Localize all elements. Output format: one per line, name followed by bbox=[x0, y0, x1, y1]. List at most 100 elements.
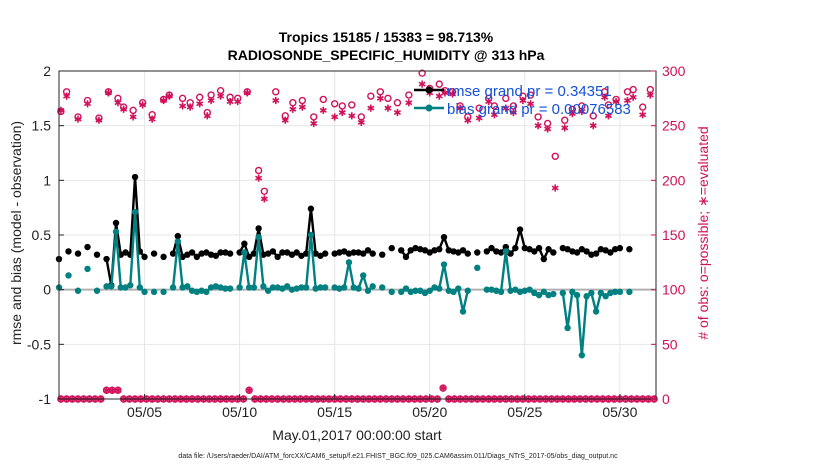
series-point-0 bbox=[226, 250, 234, 257]
series-point-1 bbox=[184, 283, 191, 290]
series-line-0 bbox=[486, 228, 555, 261]
obs-evaluated-point bbox=[114, 99, 122, 107]
obs-evaluated-point bbox=[319, 106, 327, 114]
obs-evaluated-point bbox=[475, 114, 483, 122]
legend: rmse grand pr = 0.34351 bias grand pr = … bbox=[414, 83, 631, 118]
series-point-0 bbox=[512, 244, 519, 252]
series-point-1 bbox=[421, 289, 429, 297]
series-point-0 bbox=[440, 233, 448, 241]
obs-star-stroke bbox=[139, 102, 147, 108]
series-point-1 bbox=[564, 324, 571, 332]
series-point-0 bbox=[274, 253, 281, 261]
series-point-0 bbox=[592, 250, 600, 257]
series-point-0 bbox=[279, 249, 286, 256]
series-point-0 bbox=[65, 248, 72, 255]
obs-evaluated-point bbox=[405, 99, 413, 107]
obs-evaluated-point bbox=[108, 386, 116, 394]
series-point-0 bbox=[516, 226, 524, 233]
series-point-0 bbox=[583, 248, 590, 255]
x-axis-label: May.01,2017 00:00:00 start bbox=[272, 427, 442, 443]
y-left-tick-label: 0 bbox=[43, 282, 51, 298]
series-point-0 bbox=[388, 244, 395, 252]
obs-evaluated-point bbox=[629, 93, 637, 101]
obs-evaluated-point bbox=[456, 104, 464, 112]
obs-star-stroke bbox=[74, 116, 82, 122]
obs-star-stroke bbox=[272, 98, 280, 104]
obs-evaluated-point bbox=[114, 386, 122, 394]
series-point-1 bbox=[626, 288, 633, 296]
series-point-1 bbox=[160, 288, 167, 296]
obs-star-stroke bbox=[129, 114, 137, 120]
obs-star-stroke bbox=[203, 113, 211, 119]
obs-star-stroke bbox=[245, 387, 253, 393]
series-point-0 bbox=[203, 249, 210, 256]
obs-possible-point bbox=[129, 106, 137, 115]
series-point-0 bbox=[245, 253, 253, 261]
x-tick-label: 05/15 bbox=[317, 404, 352, 420]
obs-star-stroke bbox=[160, 98, 168, 104]
obs-star-stroke bbox=[260, 196, 268, 202]
y-right-tick-label: 250 bbox=[662, 118, 686, 134]
obs-star-stroke bbox=[526, 101, 535, 107]
series-point-1 bbox=[222, 285, 229, 292]
series-point-0 bbox=[193, 253, 201, 261]
y-left-tick-label: 0.5 bbox=[32, 227, 52, 243]
series-point-0 bbox=[160, 253, 167, 261]
series-point-1 bbox=[355, 285, 362, 292]
series-point-1 bbox=[74, 287, 82, 294]
series-point-0 bbox=[616, 244, 624, 252]
series-point-0 bbox=[150, 250, 158, 257]
obs-star-stroke bbox=[95, 117, 103, 123]
series-point-1 bbox=[141, 288, 148, 296]
series-point-1 bbox=[122, 284, 129, 291]
obs-possible-point bbox=[178, 94, 187, 103]
series-point-0 bbox=[379, 251, 386, 258]
obs-evaluated-point bbox=[148, 115, 156, 123]
series-point-0 bbox=[264, 250, 272, 257]
y-right-tick-label: 300 bbox=[662, 63, 686, 79]
y-left-tick-label: 1 bbox=[43, 172, 51, 188]
series-point-1 bbox=[450, 288, 457, 296]
obs-star-stroke bbox=[485, 99, 493, 105]
series-point-0 bbox=[455, 249, 462, 256]
series-point-0 bbox=[269, 248, 277, 255]
series-point-1 bbox=[136, 284, 144, 291]
obs-possible-point bbox=[195, 93, 204, 101]
series-point-1 bbox=[360, 272, 367, 279]
obs-star-stroke bbox=[114, 387, 122, 393]
series-point-0 bbox=[184, 251, 191, 258]
obs-possible-point bbox=[435, 80, 443, 88]
series-point-0 bbox=[364, 247, 372, 254]
series-point-0 bbox=[298, 252, 305, 259]
obs-star-stroke bbox=[490, 112, 498, 118]
series-point-0 bbox=[402, 253, 410, 261]
obs-evaluated-point bbox=[526, 100, 535, 108]
obs-evaluated-point bbox=[179, 102, 187, 110]
obs-evaluated-point bbox=[509, 108, 517, 117]
obs-star-stroke bbox=[475, 115, 483, 121]
obs-evaluated-point bbox=[439, 384, 447, 392]
series-point-1 bbox=[84, 265, 91, 273]
y-left-tick-label: 1.5 bbox=[32, 118, 52, 134]
series-point-0 bbox=[464, 250, 471, 257]
series-point-0 bbox=[241, 240, 248, 247]
obs-star-stroke bbox=[207, 98, 215, 104]
obs-evaluated-point bbox=[289, 105, 297, 113]
series-point-1 bbox=[364, 287, 372, 294]
series-point-0 bbox=[236, 249, 243, 256]
series-point-1 bbox=[526, 286, 533, 293]
legend-rmse-marker bbox=[425, 86, 433, 94]
series-point-1 bbox=[131, 208, 139, 216]
obs-star-stroke bbox=[376, 95, 384, 101]
obs-star-stroke bbox=[255, 175, 263, 181]
obs-evaluated-point bbox=[331, 113, 339, 121]
obs-evaluated-point bbox=[160, 96, 168, 105]
obs-star-stroke bbox=[289, 106, 297, 112]
series-point-1 bbox=[245, 284, 253, 291]
x-tick-label: 05/05 bbox=[127, 404, 162, 420]
obs-star-stroke bbox=[281, 117, 289, 123]
series-point-1 bbox=[388, 288, 395, 296]
obs-star-stroke bbox=[441, 90, 449, 96]
obs-star-stroke bbox=[243, 90, 251, 96]
